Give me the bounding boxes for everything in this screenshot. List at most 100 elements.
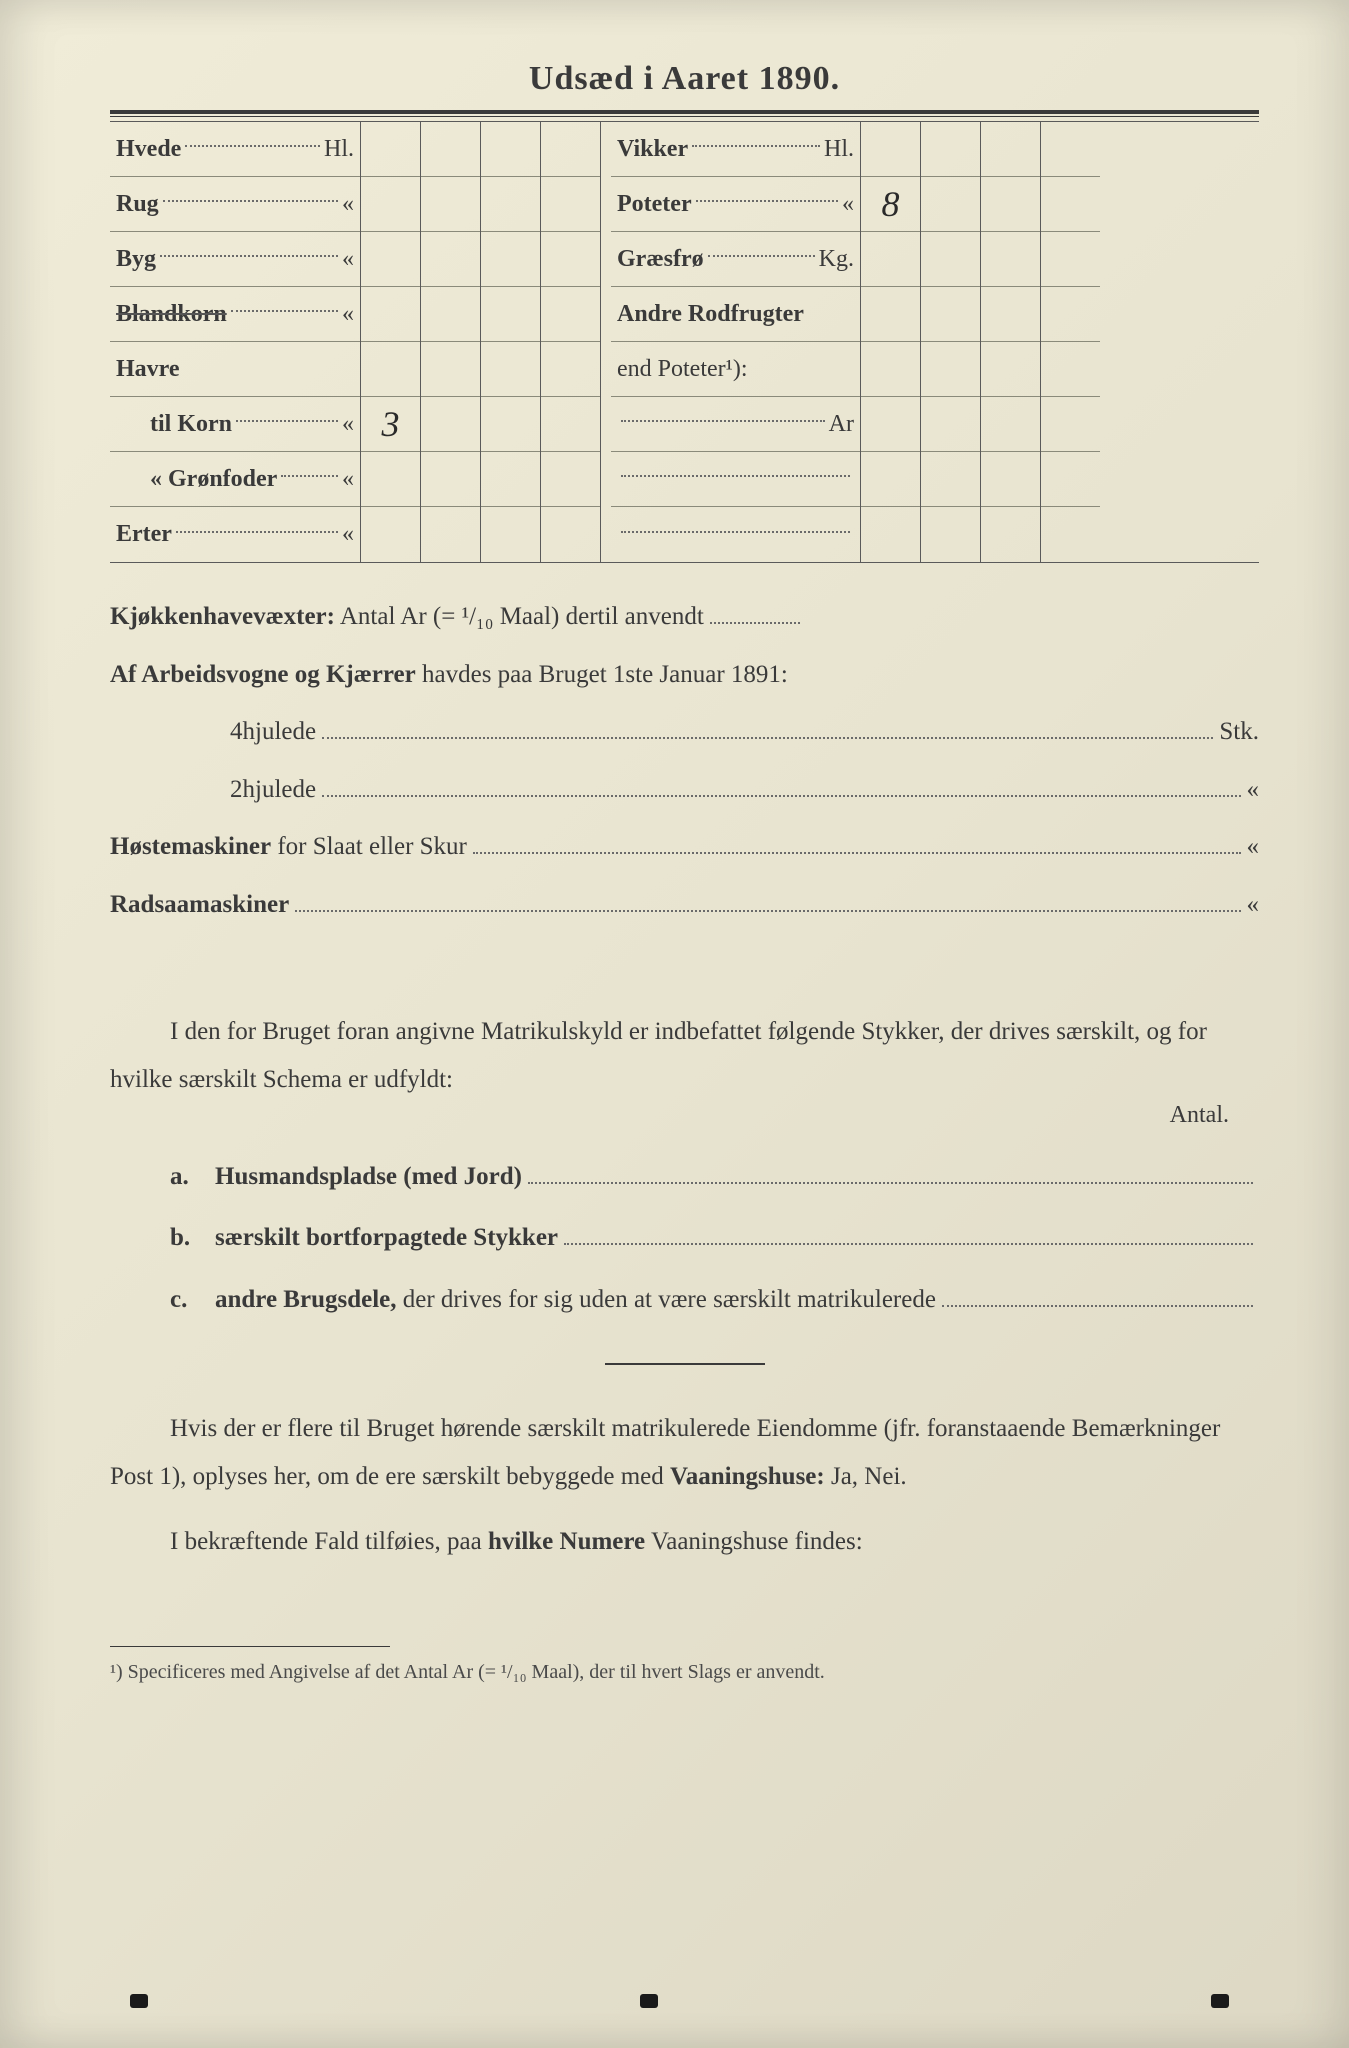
num-cell <box>541 177 600 232</box>
hostemaskiner-bold: Høstemaskiner <box>110 833 271 860</box>
dots <box>473 852 1241 854</box>
footnote-marker: ¹) <box>110 1661 123 1683</box>
num-cell <box>1041 122 1100 177</box>
left-num-cols: 3 <box>360 122 600 562</box>
list-item: c.andre Brugsdele, der drives for sig ud… <box>110 1276 1259 1324</box>
dots <box>176 531 338 533</box>
dots <box>160 255 338 257</box>
dots <box>322 795 1240 797</box>
num-cell <box>861 232 920 287</box>
table-row: Havre <box>110 342 360 397</box>
num-cell <box>981 177 1040 232</box>
num-cell <box>481 177 540 232</box>
dots <box>163 200 338 202</box>
list-rest: der drives for sig uden at være særskilt… <box>397 1286 936 1313</box>
dots <box>185 145 320 147</box>
num-cell <box>421 397 480 452</box>
unit-label: Ar <box>829 411 854 438</box>
dots <box>708 255 815 257</box>
unit-label: Hl. <box>824 136 854 163</box>
num-sub-col <box>420 122 480 562</box>
num-sub-col <box>480 122 540 562</box>
unit-label: « <box>842 191 854 218</box>
num-cell <box>921 452 980 507</box>
unit-label: « <box>342 301 354 328</box>
dots <box>231 310 338 312</box>
dots <box>322 737 1213 739</box>
footnote: ¹) Specificeres med Angivelse af det Ant… <box>110 1657 1259 1687</box>
right-label-col: VikkerHl.Poteter«GræsfrøKg.Andre Rodfrug… <box>600 122 860 562</box>
num-cell <box>361 507 420 562</box>
2hjulede-line: 2hjulede « <box>110 766 1259 814</box>
num-sub-col <box>540 122 600 562</box>
num-cell <box>421 342 480 397</box>
list-marker: a. <box>170 1153 215 1201</box>
4hjulede-label: 4hjulede <box>230 708 316 756</box>
hvis-p2c: Vaaningshuse findes: <box>645 1528 863 1555</box>
num-cell <box>981 397 1040 452</box>
binding-hole-icon <box>640 1994 658 2008</box>
num-cell <box>541 342 600 397</box>
binding-hole-icon <box>1211 1994 1229 2008</box>
num-cell <box>1041 342 1100 397</box>
num-sub-col: 3 <box>360 122 420 562</box>
num-cell <box>921 507 980 562</box>
kjokken-line: Kjøkkenhavevæxter: Antal Ar (= ¹/₁₀ Maal… <box>110 593 1259 641</box>
num-cell <box>861 342 920 397</box>
num-cell <box>861 287 920 342</box>
list-item: a.Husmandspladse (med Jord) <box>110 1153 1259 1201</box>
row-label: Vikker <box>617 136 688 163</box>
unit-label: « <box>342 191 354 218</box>
unit-label: « <box>342 246 354 273</box>
list-bold: særskilt bortforpagtede Stykker <box>215 1224 558 1251</box>
num-cell <box>921 232 980 287</box>
sowing-table: HvedeHl.Rug«Byg«Blandkorn«Havretil Korn«… <box>110 121 1259 563</box>
title-rule-thin <box>110 116 1259 117</box>
row-label: Rug <box>116 191 159 218</box>
binding-hole-icon <box>130 1994 148 2008</box>
list-content: Husmandspladse (med Jord) <box>215 1153 1259 1201</box>
row-label: Havre <box>116 356 180 383</box>
num-cell <box>421 452 480 507</box>
section-matrikul: I den for Bruget foran angivne Matrikuls… <box>110 1008 1259 1323</box>
num-cell <box>361 342 420 397</box>
num-cell <box>481 122 540 177</box>
table-row: Vikker Hl. <box>611 122 860 177</box>
table-row: « Grønfoder« <box>110 452 360 507</box>
num-cell <box>541 397 600 452</box>
list-content: andre Brugsdele, der drives for sig uden… <box>215 1276 1259 1324</box>
hvis-p1b: Vaaningshuse: <box>670 1463 825 1490</box>
num-cell <box>861 122 920 177</box>
dots <box>621 420 825 422</box>
arbeidsvogne-rest: havdes paa Bruget 1ste Januar 1891: <box>416 661 788 688</box>
hvis-p2b: hvilke Numere <box>488 1528 645 1555</box>
num-cell <box>481 232 540 287</box>
table-row: HvedeHl. <box>110 122 360 177</box>
table-row: Rug « <box>110 177 360 232</box>
hostemaskiner-unit: « <box>1247 823 1260 871</box>
num-cell <box>421 507 480 562</box>
num-cell <box>421 177 480 232</box>
left-label-col: HvedeHl.Rug«Byg«Blandkorn«Havretil Korn«… <box>110 122 360 562</box>
num-cell <box>981 287 1040 342</box>
document-page: Udsæd i Aaret 1890. HvedeHl.Rug«Byg«Blan… <box>0 0 1349 2048</box>
num-cell <box>421 122 480 177</box>
num-cell <box>1041 177 1100 232</box>
dots <box>295 910 1240 912</box>
num-cell: 3 <box>361 397 420 452</box>
hvis-p2a: I bekræftende Fald tilføies, paa <box>170 1528 488 1555</box>
num-cell: 8 <box>861 177 920 232</box>
num-cell <box>981 452 1040 507</box>
4hjulede-line: 4hjulede Stk. <box>110 708 1259 756</box>
row-label: til Korn <box>150 411 232 438</box>
row-label: Erter <box>116 521 172 548</box>
unit-label: « <box>342 521 354 548</box>
table-row: Poteter« <box>611 177 860 232</box>
num-cell <box>421 232 480 287</box>
arbeidsvogne-line: Af Arbeidsvogne og Kjærrer havdes paa Br… <box>110 651 1259 699</box>
hvis-p1c: Ja, Nei. <box>825 1463 907 1490</box>
num-cell <box>541 232 600 287</box>
num-cell <box>481 507 540 562</box>
section-kjokken: Kjøkkenhavevæxter: Antal Ar (= ¹/₁₀ Maal… <box>110 593 1259 928</box>
list-marker: c. <box>170 1276 215 1324</box>
